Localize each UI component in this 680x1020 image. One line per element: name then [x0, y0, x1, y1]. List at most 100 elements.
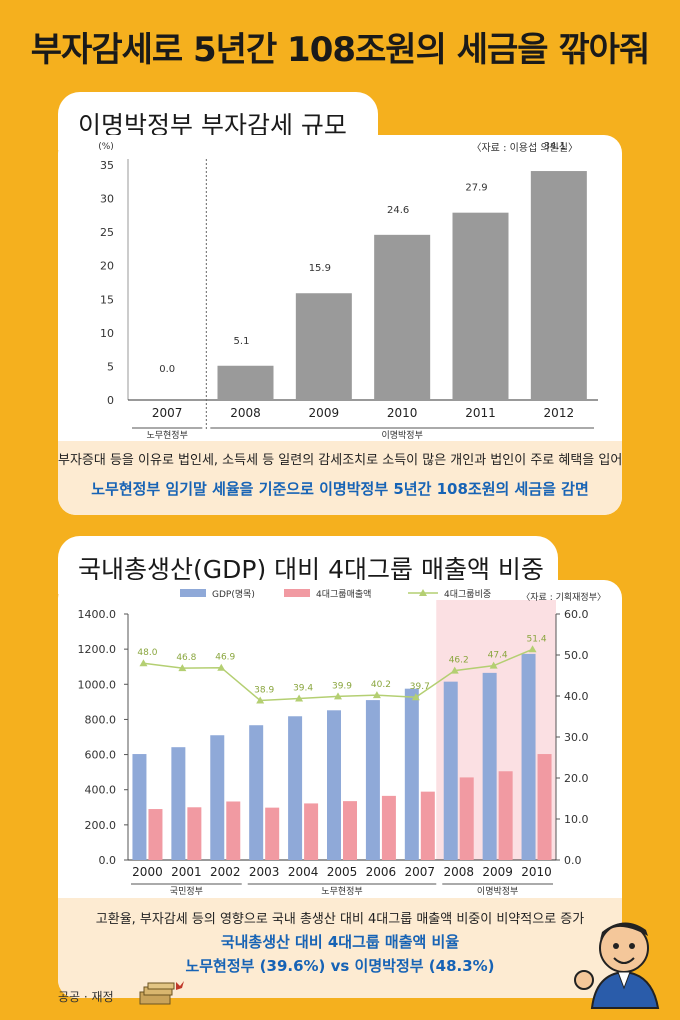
chart2-left-tick-label: 1400.0 [78, 608, 117, 621]
chart2-bar-revenue [498, 771, 513, 860]
chart1-ylabel: (%) [98, 142, 114, 152]
chart1-bar [217, 365, 274, 400]
chart2-share-value-label: 39.4 [293, 683, 313, 693]
chart2-share-marker [489, 661, 498, 669]
chart2-legend-label-gdp: GDP(명목) [212, 589, 255, 600]
chart2-right-tick-label: 30.0 [564, 731, 589, 744]
chart2-source: 〈자료 : 기획재정부〉 [521, 591, 606, 603]
chart2-caption-text: 고환율, 부자감세 등의 영향으로 국내 총생산 대비 4대그룹 매출액 비중이… [95, 912, 585, 927]
chart1-bar-value-label: 0.0 [159, 364, 175, 375]
chart2-share-value-label: 46.2 [449, 656, 469, 666]
chart2-right-tick-label: 40.0 [564, 690, 589, 703]
chart1-x-tick-label: 2011 [465, 406, 496, 420]
chart2-panel: GDP(명목) 4대그룹매출액 4대그룹비중 〈자료 : 기획재정부〉 0.0 200.0… [58, 580, 622, 998]
chart2-x-tick-label: 2001 [171, 865, 202, 879]
chart1-bar [374, 234, 431, 400]
chart1-panel: 〈자료 : 이용섭 의원실〉 (%) 0 5 10 15 20 25 30 35 0.0 2007 5.… [58, 135, 622, 515]
chart2-bar-gdp [132, 754, 147, 860]
chart1-bar-value-label: 34.1 [544, 141, 566, 152]
chart2-legend-swatch-gdp [180, 589, 206, 597]
chart1-ytick-label: 0 [107, 394, 114, 407]
chart2-legend-marker-share [419, 589, 427, 596]
chart2-share-value-label: 46.9 [215, 653, 235, 663]
chart2-share-marker [295, 694, 304, 702]
chart2-share-value-label: 38.9 [254, 686, 274, 696]
chart2-share-marker [411, 693, 420, 701]
chart2-share-marker [178, 664, 187, 672]
chart2-share-marker [256, 696, 265, 704]
chart2-share-value-label: 40.2 [371, 680, 391, 690]
chart2-left-tick-label: 0.0 [99, 854, 117, 867]
chart2-x-tick-label: 2008 [443, 865, 474, 879]
chart2-bar-gdp [327, 710, 341, 860]
chart2-bar-revenue [187, 807, 202, 860]
chart1-ytick-label: 30 [100, 193, 114, 206]
chart1-ytick-label: 15 [100, 293, 114, 306]
chart2-title: 국내총생산(GDP) 대비 4대그룹 매출액 비중 [78, 555, 544, 584]
chart2-bar-revenue [537, 754, 552, 860]
chart1-caption-text: 부자증대 등을 이유로 법인세, 소득세 등 일련의 감세조치로 소득이 많은 … [58, 453, 623, 468]
chart2-x-tick-label: 2007 [405, 865, 436, 879]
chart2-share-value-label: 39.7 [410, 682, 430, 692]
chart2-share-marker [217, 663, 226, 671]
chart2-bar-revenue [265, 807, 280, 860]
chart2-right-tick-label: 10.0 [564, 813, 589, 826]
chart2-share-value-label: 51.4 [527, 634, 547, 644]
chart2-share-value-label: 48.0 [137, 648, 157, 658]
chart2-period-label: 노무현정부 [321, 886, 362, 897]
chart1-bar-value-label: 27.9 [465, 183, 487, 194]
chart2-right-tick-label: 50.0 [564, 649, 589, 662]
chart2-bar-gdp [171, 747, 186, 860]
chart1-ytick-label: 5 [107, 360, 114, 373]
chart1-bar-value-label: 15.9 [309, 263, 331, 274]
chart2-left-tick-label: 1200.0 [78, 643, 117, 656]
chart1-period-label: 노무현정부 [146, 430, 187, 441]
chart2-share-marker [450, 666, 459, 674]
chart1-bar-value-label: 5.1 [234, 336, 250, 347]
chart2-left-tick-label: 200.0 [85, 819, 117, 832]
chart2-bar-revenue [381, 795, 396, 860]
tax-cut-chart: 〈자료 : 이용섭 의원실〉 (%) 0 5 10 15 20 25 30 35 0.0 2007 5.… [98, 141, 598, 441]
chart1-source: 〈자료 : 이용섭 의원실〉 [471, 142, 578, 154]
chart2-bar-gdp [482, 672, 497, 860]
chart2-caption: 고환율, 부자감세 등의 영향으로 국내 총생산 대비 4대그룹 매출액 비중이… [58, 898, 622, 998]
chart1-caption: 부자증대 등을 이유로 법인세, 소득세 등 일련의 감세조치로 소득이 많은 … [58, 441, 622, 515]
chart2-right-tick-label: 20.0 [564, 772, 589, 785]
chart2-bar-gdp [365, 700, 380, 860]
chart2-left-tick-label: 400.0 [85, 784, 117, 797]
chart2-x-tick-label: 2000 [132, 865, 163, 879]
chart2-bar-revenue [420, 791, 435, 860]
chart1-bar-value-label: 24.6 [387, 205, 409, 216]
chart1-x-tick-label: 2009 [309, 406, 340, 420]
chart1-ytick-label: 10 [100, 327, 114, 340]
chart1-ytick-label: 35 [100, 159, 114, 172]
chart2-share-marker [372, 691, 381, 699]
chart2-share-value-label: 39.9 [332, 681, 352, 691]
gdp-share-chart: GDP(명목) 4대그룹매출액 4대그룹비중 〈자료 : 기획재정부〉 0.0 200.0… [78, 588, 607, 897]
chart2-legend-swatch-revenue [284, 589, 310, 597]
chart2-bar-revenue [459, 777, 474, 860]
chart2-caption-highlight-1: 국내총생산 대비 4대그룹 매출액 비율 [220, 933, 460, 951]
chart1-bar [530, 171, 587, 400]
footer-category: 공공 · 재정 [58, 990, 114, 1004]
chart2-share-marker [334, 692, 342, 700]
chart2-bar-gdp [443, 681, 458, 860]
chart2-right-tick-label: 0.0 [564, 854, 582, 867]
chart1-bar [452, 212, 509, 400]
chart2-share-value-label: 47.4 [488, 651, 508, 661]
chart1-period-label: 이명박정부 [381, 430, 422, 441]
chart2-x-tick-label: 2004 [288, 865, 319, 879]
chart2-bar-gdp [210, 735, 225, 860]
chart2-caption-highlight-2: 노무현정부 (39.6%) vs 이명박정부 (48.3%) [185, 957, 495, 975]
chart2-left-tick-label: 1000.0 [78, 678, 117, 691]
chart2-x-tick-label: 2005 [327, 865, 358, 879]
chart2-x-tick-label: 2010 [521, 865, 552, 879]
chart2-bar-gdp [288, 716, 303, 860]
chart1-x-tick-label: 2007 [152, 406, 183, 420]
chart1-x-tick-label: 2012 [544, 406, 575, 420]
chart2-bar-revenue [148, 809, 163, 860]
chart1-ytick-label: 20 [100, 260, 114, 273]
chart2-bar-gdp [404, 688, 419, 860]
chart2-period-label: 국민정부 [170, 886, 203, 897]
chart2-period-label: 이명박정부 [477, 886, 518, 897]
